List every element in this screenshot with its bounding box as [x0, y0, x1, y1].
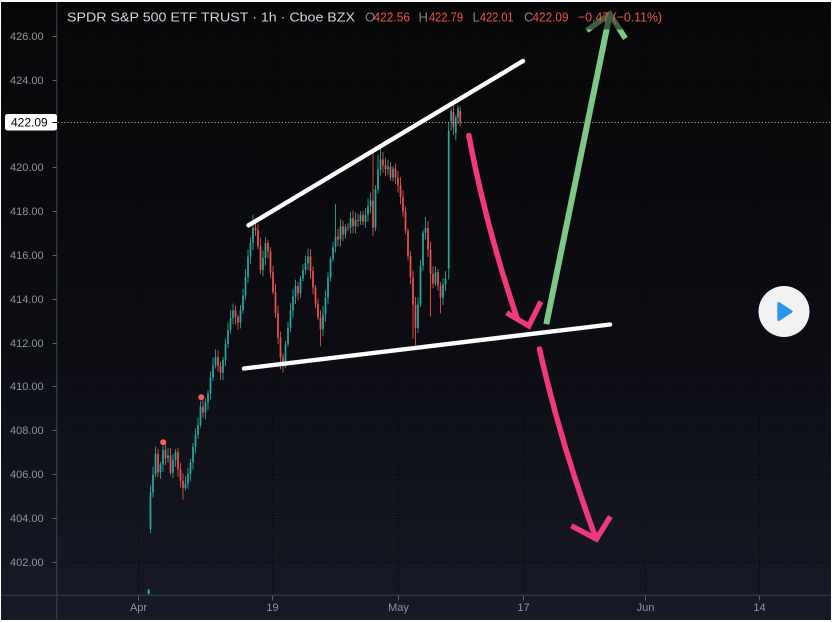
svg-text:17: 17 — [517, 602, 529, 614]
svg-text:416.00: 416.00 — [10, 250, 44, 262]
svg-text:406.00: 406.00 — [10, 469, 44, 481]
svg-text:418.00: 418.00 — [10, 206, 44, 218]
svg-text:426.00: 426.00 — [10, 31, 44, 43]
svg-text:Apr: Apr — [130, 602, 147, 614]
svg-text:424.00: 424.00 — [10, 75, 44, 87]
svg-text:412.00: 412.00 — [10, 338, 44, 350]
svg-text:−0.47 (−0.11%): −0.47 (−0.11%) — [578, 10, 662, 25]
svg-text:414.00: 414.00 — [10, 294, 44, 306]
svg-text:408.00: 408.00 — [10, 425, 44, 437]
svg-text:420.00: 420.00 — [10, 162, 44, 174]
svg-text:H: H — [419, 10, 428, 25]
svg-text:404.00: 404.00 — [10, 513, 44, 525]
svg-text:May: May — [388, 602, 409, 614]
svg-text:19: 19 — [266, 602, 278, 614]
svg-text:402.00: 402.00 — [10, 557, 44, 569]
svg-text:422.56: 422.56 — [374, 10, 411, 25]
svg-text:L: L — [473, 10, 480, 25]
svg-text:422.09: 422.09 — [533, 10, 569, 25]
svg-text:14: 14 — [753, 602, 765, 614]
svg-text:422.09: 422.09 — [11, 115, 48, 129]
svg-text:422.01: 422.01 — [480, 10, 514, 25]
svg-text:C: C — [524, 10, 533, 25]
svg-text:O: O — [365, 10, 375, 25]
svg-text:422.79: 422.79 — [429, 10, 463, 25]
svg-text:410.00: 410.00 — [10, 381, 44, 393]
svg-text:Jun: Jun — [637, 602, 655, 614]
svg-text:SPDR S&P 500 ETF TRUST · 1h ·: SPDR S&P 500 ETF TRUST · 1h · Cboe BZX — [67, 10, 355, 25]
